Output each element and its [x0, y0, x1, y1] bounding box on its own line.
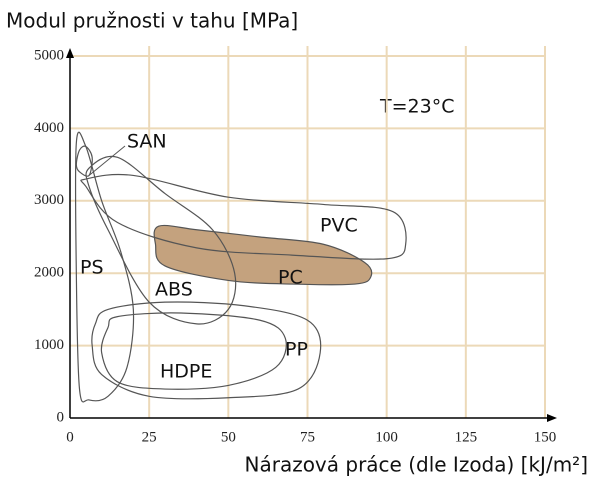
region-label: PVC: [320, 215, 358, 237]
x-tick-label: 25: [142, 429, 157, 445]
x-tick-label: 50: [221, 429, 236, 445]
region-outline: [80, 173, 407, 260]
region-outline: [85, 155, 237, 325]
region-outline: [74, 131, 135, 403]
y-tick-label: 2000: [34, 265, 64, 281]
region-outline: [75, 145, 93, 177]
y-tick-label: 5000: [34, 47, 64, 63]
region-label: HDPE: [160, 361, 212, 383]
y-tick-label: 0: [57, 409, 65, 425]
x-tick-label: 150: [534, 429, 557, 445]
region-label: ABS: [155, 279, 193, 301]
y-axis-arrow: [66, 48, 74, 58]
x-tick-label: 75: [300, 429, 315, 445]
chart-title: Modul pružnosti v tahu [MPa]: [6, 9, 298, 33]
y-tick-label: 3000: [34, 192, 64, 208]
annotation: T=23°C: [379, 96, 454, 118]
x-axis-arrow: [547, 414, 557, 422]
region-outline: [91, 301, 322, 400]
y-tick-label: 4000: [34, 120, 64, 136]
x-axis-label: Nárazová práce (dle Izoda) [kJ/m²]: [245, 453, 589, 477]
region-label: PC: [278, 267, 303, 289]
region-label: PS: [80, 257, 104, 279]
region-label: PP: [285, 339, 308, 361]
x-tick-label: 100: [375, 429, 398, 445]
leader-line: [88, 145, 126, 176]
region-outline: [153, 224, 373, 286]
region-label: SAN: [127, 131, 167, 153]
x-tick-label: 0: [66, 429, 74, 445]
y-tick-label: 1000: [34, 337, 64, 353]
region-outline: [100, 312, 287, 390]
x-tick-label: 125: [455, 429, 478, 445]
